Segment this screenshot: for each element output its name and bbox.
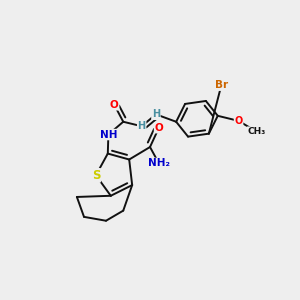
- Text: O: O: [110, 100, 119, 110]
- Text: NH₂: NH₂: [148, 158, 170, 168]
- Text: O: O: [234, 116, 243, 126]
- Text: CH₃: CH₃: [247, 127, 266, 136]
- Text: H: H: [152, 109, 160, 119]
- Text: O: O: [154, 123, 163, 133]
- Text: NH: NH: [100, 130, 117, 140]
- Text: S: S: [92, 169, 100, 182]
- Text: Br: Br: [215, 80, 228, 90]
- Text: H: H: [138, 121, 146, 131]
